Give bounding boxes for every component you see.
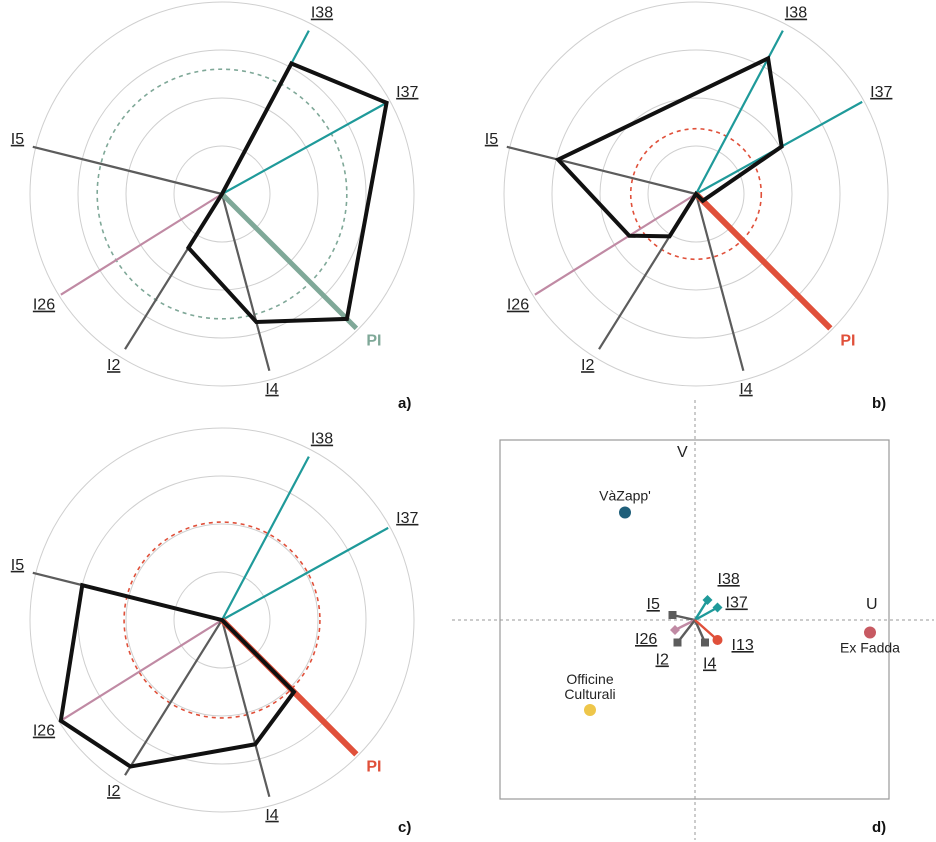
axis-spoke-i37 bbox=[221, 100, 389, 195]
axis-spoke-i4 bbox=[220, 619, 271, 798]
panel-letter: c) bbox=[398, 819, 411, 836]
point-label-line1: Officine bbox=[566, 671, 613, 687]
vector-marker-i38 bbox=[702, 595, 713, 605]
vector-i37 bbox=[694, 606, 719, 622]
axis-label-i26: I26 bbox=[33, 723, 55, 740]
axis-label-i4: I4 bbox=[265, 381, 278, 398]
axis-spoke-i5 bbox=[506, 145, 697, 196]
axis-spoke-i26 bbox=[60, 619, 223, 722]
vector-label-i13: I13 bbox=[732, 637, 754, 654]
radar-panel-b: I38 I37 I5 I26 I2 I4 PI b) bbox=[485, 1, 893, 412]
grid-ring bbox=[173, 571, 271, 669]
axis-label-i37: I37 bbox=[870, 84, 892, 101]
axis-spoke-i5 bbox=[32, 145, 223, 196]
panel-letter: b) bbox=[872, 395, 886, 412]
axis-spoke-i2 bbox=[124, 619, 223, 776]
vector-label-i37: I37 bbox=[726, 595, 748, 612]
grid-ring bbox=[173, 145, 271, 243]
vector-marker-i2 bbox=[673, 638, 682, 647]
grid-ring bbox=[599, 97, 793, 291]
point-label: Ex Fadda bbox=[840, 640, 900, 656]
reference-circle bbox=[123, 521, 321, 719]
u-axis-label: U bbox=[866, 596, 878, 613]
axis-spoke-i4 bbox=[694, 193, 745, 372]
radar-panel-a: I38 I37 I5 I26 I2 I4 PI a) bbox=[11, 1, 419, 412]
axis-spoke-i26 bbox=[534, 193, 697, 296]
axis-label-i5: I5 bbox=[11, 131, 24, 148]
axis-label-i2: I2 bbox=[107, 783, 120, 800]
grid-ring bbox=[29, 1, 415, 387]
score-polygon bbox=[185, 60, 389, 324]
axis-label-i2: I2 bbox=[107, 357, 120, 374]
panel-letter: d) bbox=[872, 819, 886, 836]
axis-label-pi: PI bbox=[366, 332, 381, 349]
grid-ring bbox=[551, 49, 841, 339]
data-point bbox=[584, 704, 596, 716]
axis-label-pi: PI bbox=[366, 758, 381, 775]
point-label-line2: Culturali bbox=[564, 686, 615, 702]
vector-marker-i5 bbox=[668, 611, 677, 619]
vector-label-i4: I4 bbox=[703, 656, 716, 673]
vector-marker-i4 bbox=[701, 638, 709, 647]
axis-label-pi: PI bbox=[840, 332, 855, 349]
axis-label-i26: I26 bbox=[507, 297, 529, 314]
axis-label-i5: I5 bbox=[485, 131, 498, 148]
grid-ring bbox=[29, 427, 415, 813]
grid-ring bbox=[125, 523, 319, 717]
vector-marker-i26 bbox=[670, 625, 680, 635]
vector-label-i26: I26 bbox=[635, 631, 657, 648]
grid-ring bbox=[125, 97, 319, 291]
axis-label-i4: I4 bbox=[739, 381, 752, 398]
axis-label-i5: I5 bbox=[11, 557, 24, 574]
axis-spoke-pi bbox=[220, 192, 359, 331]
axis-spoke-i26 bbox=[60, 193, 223, 296]
point-label: VàZapp' bbox=[599, 488, 651, 504]
biplot-panel-d: U V I38 I37 I5 I26 I2 I4 I13 VàZapp' Ex Fadda Offic… bbox=[452, 400, 934, 840]
axis-spoke-i4 bbox=[220, 193, 271, 372]
axis-label-i38: I38 bbox=[311, 431, 333, 448]
vector-i38 bbox=[693, 599, 709, 621]
reference-circle bbox=[96, 68, 348, 320]
vector-marker-i13 bbox=[712, 635, 723, 645]
grid-ring bbox=[77, 49, 367, 339]
vector-i13 bbox=[694, 619, 719, 641]
v-axis-label: V bbox=[677, 444, 688, 461]
data-point bbox=[619, 506, 631, 519]
vector-label-i2: I2 bbox=[656, 652, 669, 669]
score-polygon bbox=[58, 582, 297, 769]
axis-label-i4: I4 bbox=[265, 807, 278, 824]
grid-ring bbox=[503, 1, 889, 387]
vector-label-i38: I38 bbox=[718, 571, 740, 588]
reference-circle bbox=[629, 127, 763, 261]
grid-ring bbox=[647, 145, 745, 243]
axis-label-i37: I37 bbox=[396, 510, 418, 527]
axis-label-i37: I37 bbox=[396, 84, 418, 101]
vector-label-i5: I5 bbox=[647, 596, 660, 613]
panel-letter: a) bbox=[398, 395, 411, 412]
axis-label-i26: I26 bbox=[33, 297, 55, 314]
radar-panel-c: I38 I37 I5 I26 I2 I4 PI c) bbox=[11, 427, 419, 836]
vector-marker-i37 bbox=[712, 602, 723, 613]
axis-label-i38: I38 bbox=[785, 5, 807, 22]
axis-spoke-i37 bbox=[221, 526, 389, 621]
axis-label-i38: I38 bbox=[311, 5, 333, 22]
data-point bbox=[864, 626, 876, 639]
axis-spoke-pi bbox=[693, 191, 833, 331]
score-polygon bbox=[554, 55, 784, 239]
axis-label-i2: I2 bbox=[581, 357, 594, 374]
axis-spoke-i38 bbox=[221, 456, 310, 621]
